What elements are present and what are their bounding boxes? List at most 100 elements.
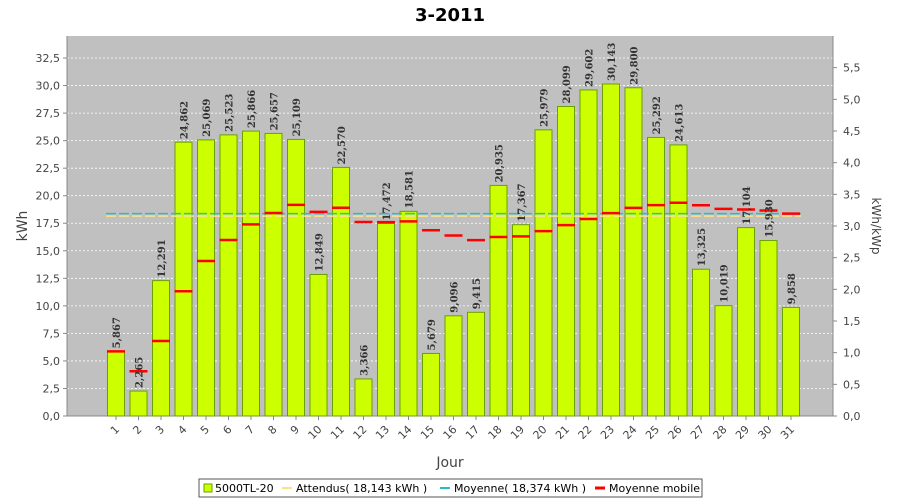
data-label: 30,143: [607, 43, 618, 81]
y-tick-label: 32,5: [36, 52, 61, 65]
bar: [647, 136, 665, 417]
y-tick-label: 17,5: [36, 217, 61, 230]
bar: [737, 227, 755, 417]
bar: [489, 184, 508, 417]
x-tick-label: 19: [508, 423, 527, 442]
x-tick-label: 3: [153, 423, 167, 437]
bar: [287, 138, 305, 417]
y2-tick-label: 2,5: [843, 252, 861, 265]
bar: [602, 83, 620, 417]
data-label: 28,099: [562, 65, 573, 103]
x-tick-label: 31: [778, 423, 797, 442]
x-tick-label: 4: [175, 423, 189, 437]
legend: 5000TL-20 Attendus( 18,143 kWh ) Moyenne…: [198, 478, 703, 498]
moving-average-series: [107, 201, 800, 373]
data-label: 5,679: [427, 319, 438, 350]
y-tick-label: 10,0: [36, 300, 61, 313]
data-label: 12,291: [157, 239, 168, 277]
legend-swatch-bars: [203, 483, 213, 493]
data-label: 10,019: [720, 264, 731, 302]
y2-tick-label: 0,5: [843, 378, 861, 391]
bar: [782, 306, 800, 417]
right-axis-ticks: 0,0 0,5 1,0 1,5 2,0 2,5 3,0 3,5 4,0 4,5 5,0 5,5: [833, 62, 861, 423]
y2-tick-label: 4,5: [843, 125, 861, 138]
x-tick-label: 10: [306, 423, 325, 442]
x-tick-label: 26: [666, 423, 685, 442]
y-tick-label: 20,0: [36, 190, 61, 203]
x-tick-label: 16: [441, 423, 460, 442]
bar: [377, 223, 395, 417]
bar-series: [107, 83, 800, 417]
data-label: 25,292: [652, 96, 663, 134]
legend-label-bars: 5000TL-20: [215, 482, 274, 495]
y-tick-label: 0,0: [43, 410, 61, 423]
data-label: 20,935: [495, 144, 506, 182]
y2-tick-label: 0,0: [843, 410, 861, 423]
y2-tick-label: 3,0: [843, 220, 861, 233]
data-label: 9,858: [787, 273, 798, 304]
bar: [512, 224, 530, 417]
bar: [399, 210, 418, 417]
y2-tick-label: 4,0: [843, 157, 861, 170]
data-label: 2,265: [135, 357, 146, 388]
bar: [219, 134, 238, 417]
legend-label-average: Moyenne( 18,374 kWh ): [454, 482, 586, 495]
data-label: 24,613: [675, 104, 686, 142]
x-tick-label: 17: [463, 423, 482, 442]
data-label: 17,104: [742, 186, 753, 224]
x-tick-label: 1: [108, 423, 122, 437]
y2-tick-label: 1,5: [843, 315, 861, 328]
y-tick-label: 22,5: [36, 162, 61, 175]
x-tick-label: 5: [198, 423, 212, 437]
data-label: 5,867: [112, 317, 123, 348]
legend-box: [198, 478, 703, 498]
data-label: 17,367: [517, 183, 528, 221]
data-label: 25,109: [292, 98, 303, 136]
bar: [422, 352, 440, 417]
x-tick-label: 11: [328, 423, 347, 442]
bar: [467, 311, 485, 417]
bar: [759, 240, 778, 417]
bar: [354, 378, 373, 417]
bar: [557, 106, 575, 417]
x-tick-label: 14: [396, 423, 415, 442]
y-tick-label: 5,0: [43, 355, 61, 368]
bar: [534, 129, 553, 417]
y-tick-label: 27,5: [36, 107, 61, 120]
bar: [309, 273, 328, 417]
y2-tick-label: 5,0: [843, 93, 861, 106]
legend-label-expected: Attendus( 18,143 kWh ): [296, 482, 427, 495]
data-label: 9,415: [472, 278, 483, 309]
bar: [714, 305, 733, 417]
x-tick-label: 13: [373, 423, 392, 442]
data-label: 29,602: [585, 49, 596, 87]
x-tick-label: 25: [643, 423, 662, 442]
x-tick-label: 28: [711, 423, 730, 442]
y-tick-label: 2,5: [43, 382, 61, 395]
bar: [332, 166, 350, 417]
x-tick-label: 6: [220, 423, 234, 437]
bar: [692, 268, 710, 417]
y-tick-label: 7,5: [43, 327, 61, 340]
y-tick-label: 25,0: [36, 135, 61, 148]
data-label: 13,325: [697, 228, 708, 266]
x-tick-label: 23: [598, 423, 617, 442]
x-tick-label: 30: [756, 423, 775, 442]
x-tick-label: 8: [265, 423, 279, 437]
data-label: 18,581: [405, 170, 416, 208]
y2-axis-title: kWh/kWp: [869, 198, 883, 255]
y2-tick-label: 2,0: [843, 283, 861, 296]
y-tick-label: 15,0: [36, 245, 61, 258]
bar: [444, 315, 463, 417]
y-tick-label: 30,0: [36, 80, 61, 93]
data-label: 25,979: [540, 89, 551, 127]
data-label: 9,096: [450, 281, 461, 312]
x-tick-label: 12: [351, 423, 370, 442]
data-label: 25,866: [247, 90, 258, 128]
bar: [624, 87, 643, 417]
chart-title: 3-2011: [415, 5, 485, 26]
x-tick-label: 18: [486, 423, 505, 442]
data-label: 22,570: [337, 126, 348, 164]
x-tick-label: 29: [733, 423, 752, 442]
